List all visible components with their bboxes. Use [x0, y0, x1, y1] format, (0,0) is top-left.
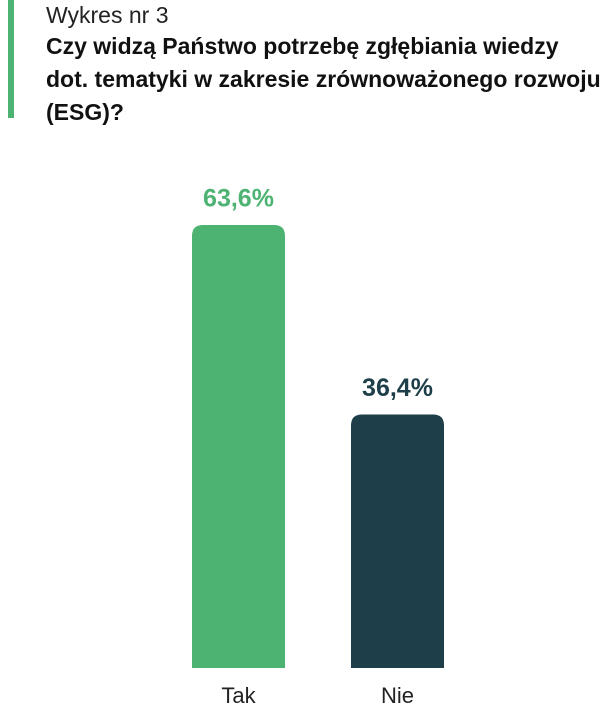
chart-title: Czy widzą Państwo potrzebę zgłębiania wi… — [46, 33, 601, 125]
bar — [192, 225, 285, 668]
bar — [351, 414, 444, 668]
category-label: Nie — [381, 683, 414, 708]
value-label: 36,4% — [362, 374, 433, 402]
chart-label: Wykres nr 3 — [46, 2, 169, 28]
category-label: Tak — [221, 683, 256, 708]
accent-bar — [8, 0, 14, 118]
value-label: 63,6% — [203, 185, 274, 213]
